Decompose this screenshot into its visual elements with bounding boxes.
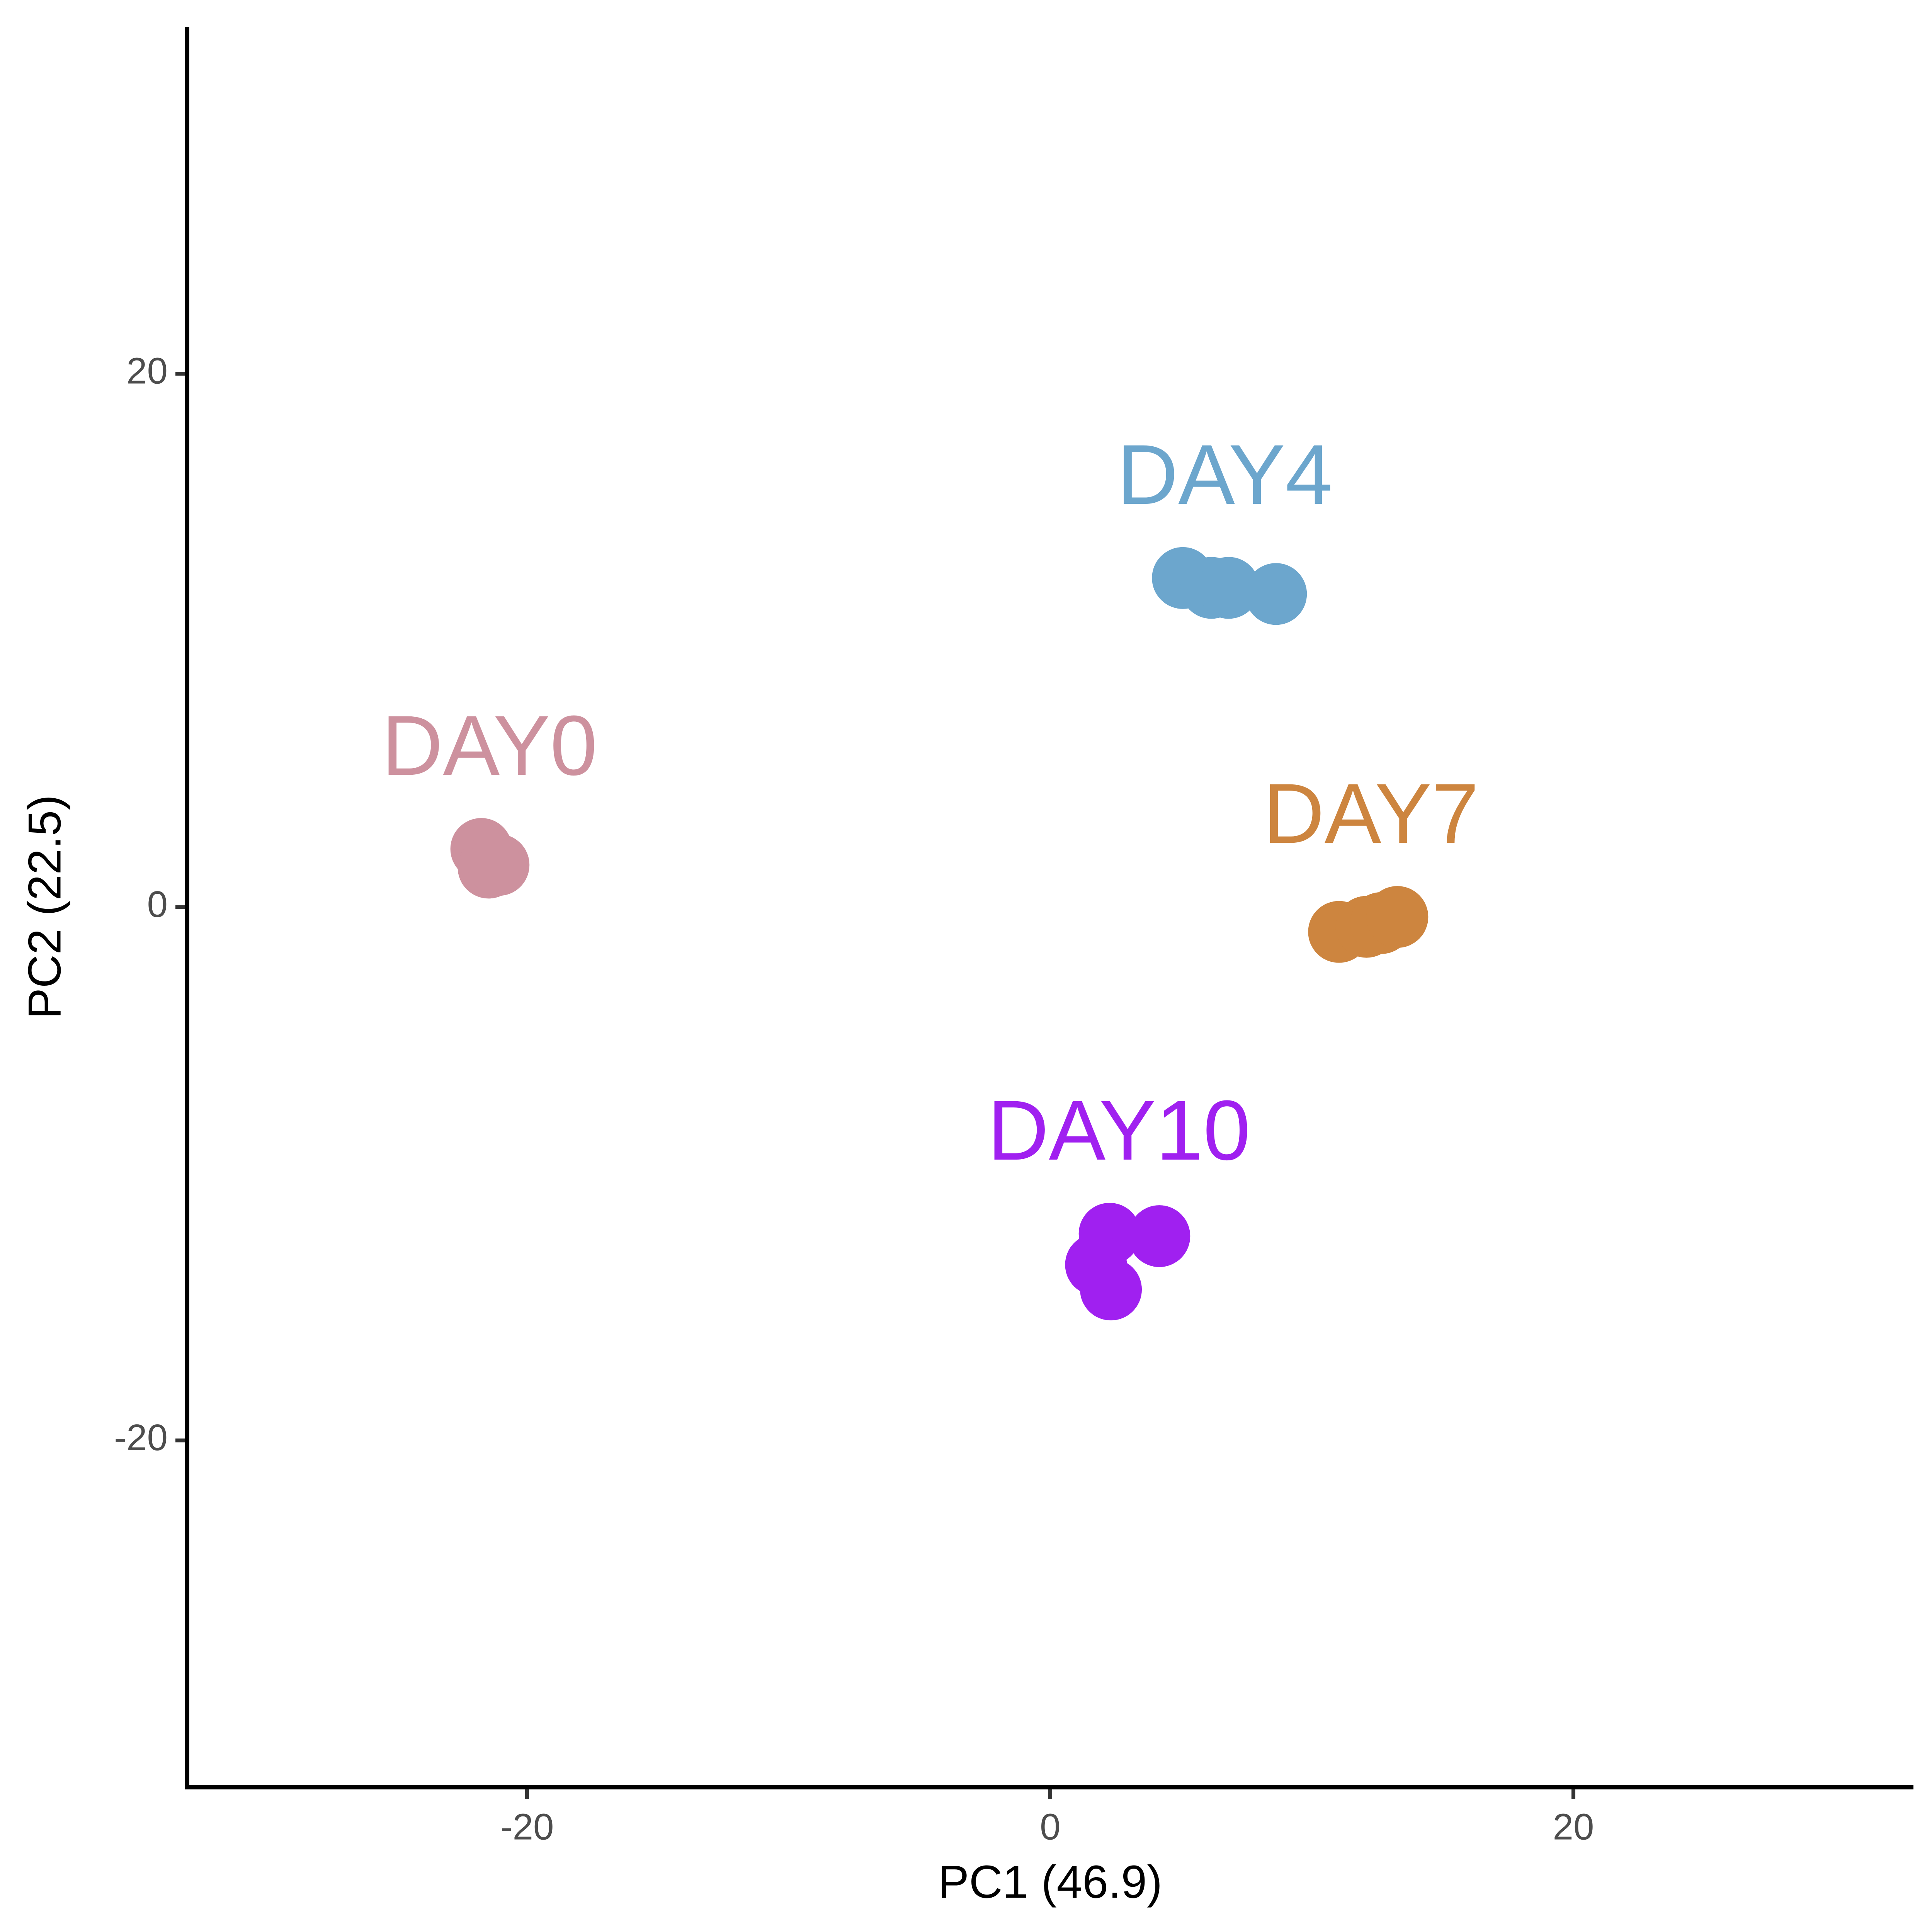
- group-label: DAY4: [1117, 427, 1332, 522]
- point: [1128, 1205, 1190, 1267]
- y-tick-label: -20: [114, 1417, 168, 1458]
- point: [468, 834, 530, 896]
- group-label: DAY10: [988, 1083, 1251, 1178]
- x-tick-label: 20: [1553, 1806, 1594, 1847]
- x-tick-label: -20: [500, 1806, 554, 1847]
- y-tick-label: 0: [147, 884, 168, 925]
- point: [1366, 886, 1429, 948]
- x-tick-label: 0: [1040, 1806, 1060, 1847]
- y-axis-title: PC2 (22.5): [19, 795, 71, 1019]
- point: [1197, 557, 1260, 619]
- x-axis-title: PC1 (46.9): [938, 1856, 1162, 1908]
- group-label: DAY7: [1263, 766, 1479, 861]
- point: [1245, 563, 1307, 625]
- y-tick-label: 20: [126, 350, 168, 392]
- point: [1080, 1259, 1142, 1321]
- group-label: DAY0: [382, 698, 597, 793]
